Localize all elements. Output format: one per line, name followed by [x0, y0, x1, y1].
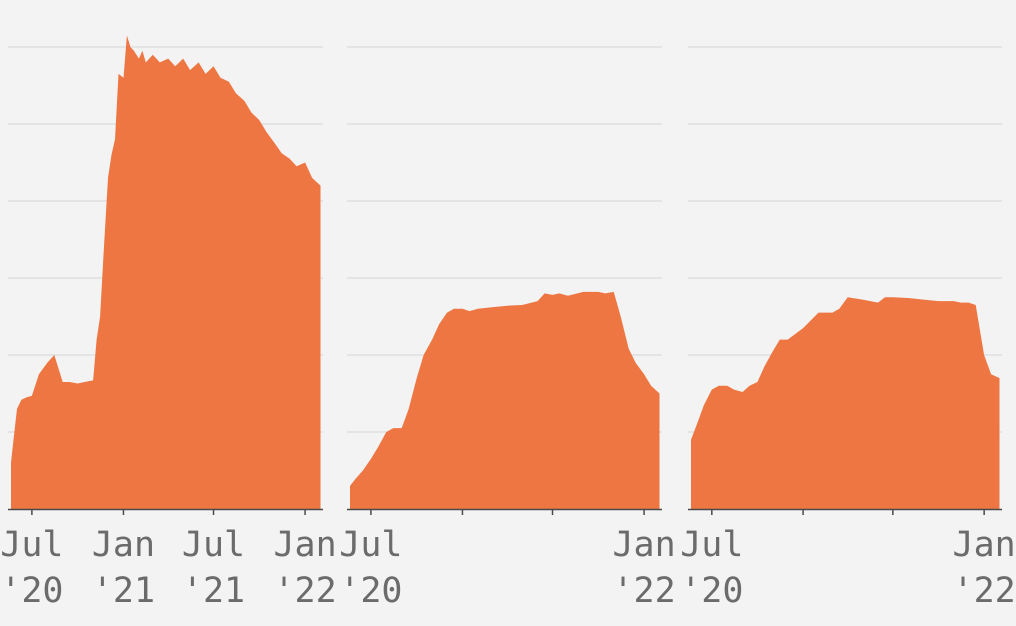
area-series-1	[350, 291, 660, 509]
x-tick-label: '20	[339, 571, 402, 611]
chart-panel-3: Jul '20 Jan '22	[680, 46, 1016, 611]
area-series-1	[691, 297, 1000, 509]
x-tick-label: '21	[182, 571, 245, 611]
chart-panel-1: Jul '20 Jan '21 Jul '21 Jan '22	[0, 35, 337, 611]
x-tick-label: Jul	[680, 525, 743, 565]
x-tick-label: Jul	[0, 525, 63, 565]
x-tick-label: '22	[953, 571, 1016, 611]
x-tick-label: Jan	[953, 525, 1016, 565]
x-tick-label: Jan	[92, 525, 155, 565]
chart-panel-2: Jul '20 Jan '22	[339, 46, 676, 611]
x-tick-label: '20	[680, 571, 743, 611]
x-tick-label: Jul	[182, 525, 245, 565]
x-tick-label: Jan	[612, 525, 675, 565]
x-tick-label: '22	[273, 571, 336, 611]
x-tick-label: '22	[612, 571, 675, 611]
x-tick-label: '20	[0, 571, 63, 611]
area-series-1	[11, 35, 321, 510]
x-tick-label: '21	[92, 571, 155, 611]
x-tick-label: Jan	[273, 525, 336, 565]
x-tick-label: Jul	[339, 525, 402, 565]
